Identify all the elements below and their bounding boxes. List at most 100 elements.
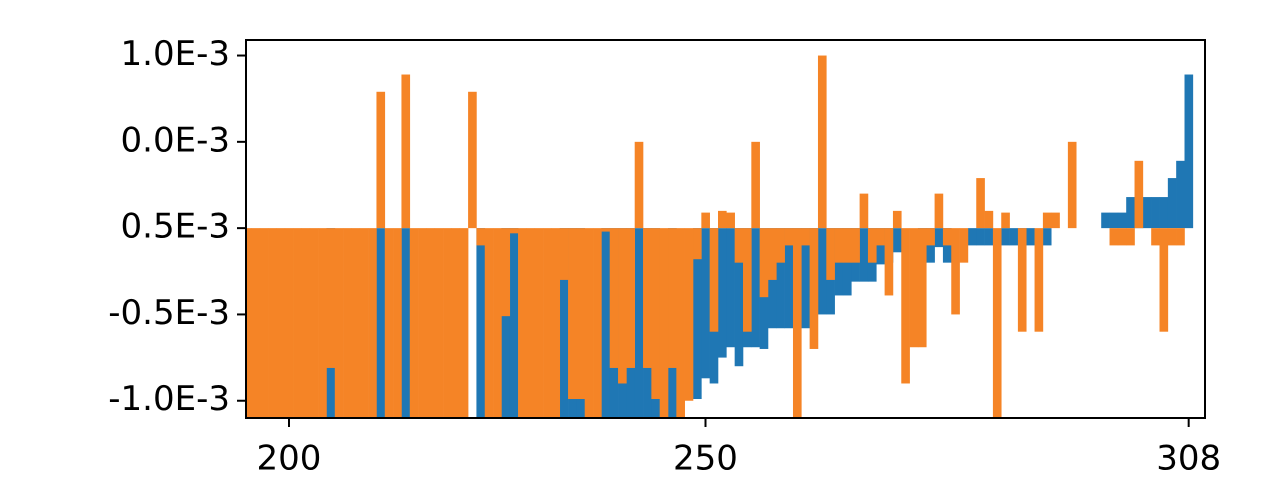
bar <box>584 228 594 418</box>
bar <box>268 228 277 418</box>
bar <box>501 228 511 317</box>
bar <box>751 228 760 348</box>
bar <box>551 228 561 418</box>
bar <box>684 228 694 401</box>
bar <box>834 228 844 263</box>
bar <box>301 228 311 418</box>
y-tick-label: -0.5E-3 <box>108 293 230 333</box>
bar <box>1042 228 1052 246</box>
bar <box>1001 228 1010 246</box>
bar <box>601 228 611 418</box>
bar <box>246 228 252 418</box>
bar <box>326 228 336 368</box>
bar <box>476 228 486 418</box>
bar <box>892 228 902 253</box>
y-tick-label: 0.5E-3 <box>121 207 230 247</box>
bar <box>1176 228 1185 246</box>
bar <box>942 228 952 246</box>
bar <box>876 228 885 246</box>
bar <box>1001 212 1010 229</box>
bar <box>734 228 744 367</box>
bar <box>618 228 627 384</box>
bar <box>1167 178 1177 229</box>
bar <box>917 228 927 348</box>
bar <box>742 228 752 332</box>
bar <box>509 228 519 234</box>
bar <box>867 228 877 263</box>
bar <box>1051 212 1060 229</box>
bar <box>526 228 536 418</box>
bar <box>484 228 494 418</box>
bar <box>734 228 744 263</box>
bar <box>418 228 427 418</box>
bar <box>401 228 411 418</box>
bar <box>776 228 785 263</box>
bar <box>701 212 710 229</box>
bar <box>501 228 511 418</box>
bar <box>842 228 852 263</box>
bar <box>926 228 935 246</box>
x-tick-label: 250 <box>673 439 738 479</box>
bar <box>1142 197 1152 229</box>
bar <box>1134 160 1144 229</box>
bar <box>509 228 519 418</box>
bar <box>1126 228 1135 246</box>
bar <box>726 228 735 348</box>
bar <box>1067 141 1077 229</box>
bar <box>984 210 994 229</box>
bar <box>659 228 669 418</box>
bar <box>892 210 902 229</box>
bar <box>1042 212 1052 229</box>
bar <box>634 228 644 418</box>
bar <box>759 228 769 298</box>
bar <box>1026 228 1035 246</box>
bar <box>1151 228 1160 246</box>
bar <box>726 212 735 229</box>
bar <box>351 228 361 418</box>
bar <box>518 228 527 418</box>
bar <box>426 228 436 418</box>
bar <box>559 228 569 418</box>
bar <box>468 91 477 229</box>
bar <box>643 228 652 368</box>
bar <box>784 228 794 246</box>
bar <box>884 228 894 296</box>
bar <box>776 228 785 329</box>
bar <box>259 228 269 418</box>
bar <box>293 228 302 418</box>
bar <box>851 228 860 263</box>
y-tick-label: 1.0E-3 <box>121 34 230 74</box>
bar <box>817 55 827 229</box>
x-tick-label: 308 <box>1156 439 1221 479</box>
bar <box>543 228 552 418</box>
bar <box>559 228 569 280</box>
bar <box>1151 197 1160 229</box>
bar <box>967 228 977 246</box>
bar <box>959 228 969 263</box>
bar <box>1176 160 1185 229</box>
bar <box>334 228 344 418</box>
bar <box>751 141 760 229</box>
bar <box>934 228 944 248</box>
bar <box>693 228 702 260</box>
bar <box>609 228 619 368</box>
bar <box>451 228 461 418</box>
y-tick-label: -1.0E-3 <box>108 379 230 419</box>
bar <box>1109 228 1119 246</box>
bar <box>593 228 602 418</box>
bar <box>859 228 869 282</box>
bar <box>601 228 611 232</box>
bar <box>976 228 985 246</box>
bar <box>701 228 710 379</box>
bar <box>718 228 727 358</box>
bar <box>1017 228 1027 332</box>
bar <box>576 228 586 400</box>
bar <box>984 228 994 246</box>
x-tick-label: 200 <box>257 439 322 479</box>
bar <box>443 228 452 418</box>
bar <box>1159 197 1169 229</box>
bar <box>384 228 394 418</box>
bar <box>1167 228 1177 246</box>
bar <box>409 228 419 418</box>
bar <box>284 228 294 418</box>
